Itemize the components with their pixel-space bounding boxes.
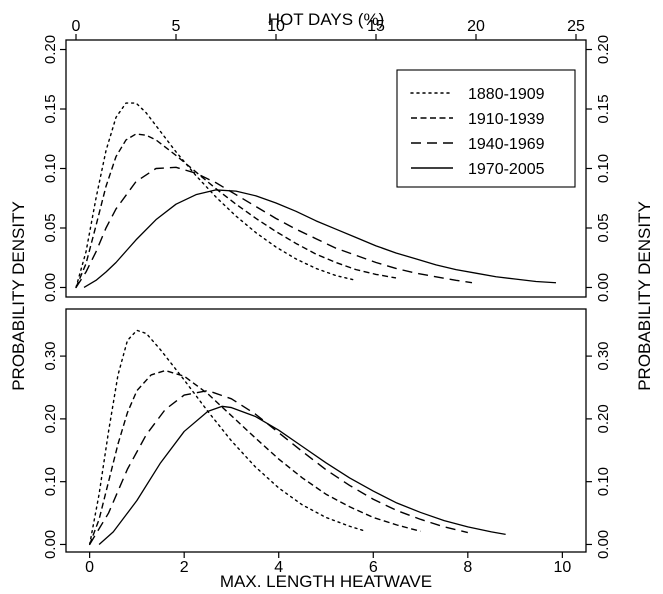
top-y-tick-label-left: 0.10 <box>42 154 59 183</box>
top-y-tick-label-right: 0.10 <box>595 154 612 183</box>
top-y-tick-label-left: 0.15 <box>42 94 59 123</box>
legend-label-1970-2005: 1970-2005 <box>468 161 545 178</box>
bottom-series-1910-1939-line <box>88 369 421 545</box>
bottom-series-1880-1909-line <box>88 329 365 546</box>
bottom-series-1940-1969-line <box>89 389 468 545</box>
bottom-axis-title: MAX. LENGTH HEATWAVE <box>220 572 432 591</box>
bottom-x-tick-label: 10 <box>553 559 571 576</box>
top-x-tick-label: 25 <box>567 18 585 35</box>
top-x-tick-label: 10 <box>267 18 285 35</box>
top-y-tick-label-left: 0.05 <box>42 213 59 242</box>
top-series-1940-1969-line <box>75 166 473 288</box>
legend-label-1940-1969: 1940-1969 <box>468 136 545 153</box>
top-y-tick-label-left: 0.20 <box>42 35 59 64</box>
top-y-tick-label-right: 0.00 <box>595 273 612 302</box>
bottom-y-tick-label-right: 0.00 <box>595 530 612 559</box>
top-axis-title: HOT DAYS (%) <box>268 10 385 29</box>
legend-label-1910-1939: 1910-1939 <box>468 111 545 128</box>
top-series-1910-1939-line <box>75 133 397 288</box>
bottom-y-tick-label-left: 0.00 <box>42 530 59 559</box>
top-y-tick-label-right: 0.05 <box>595 213 612 242</box>
top-x-tick-label: 20 <box>467 18 485 35</box>
bottom-series-1970-2005-line <box>98 405 506 545</box>
top-y-tick-label-right: 0.15 <box>595 94 612 123</box>
bottom-x-tick-label: 4 <box>274 559 283 576</box>
chart-marks: 0 5 10 15 20 250.00 0.000.05 0.050.10 0.100.15 0.… <box>42 18 612 576</box>
bottom-y-tick-label-left: 0.30 <box>42 341 59 370</box>
top-series-1970-2005-line <box>83 189 557 289</box>
top-x-tick-label: 0 <box>72 18 81 35</box>
bottom-x-tick-label: 6 <box>369 559 378 576</box>
bottom-x-tick-label: 0 <box>85 559 94 576</box>
left-y-axis-title: PROBABILITY DENSITY <box>9 201 28 391</box>
bottom-x-tick-label: 2 <box>180 559 189 576</box>
legend: 1880-1909 1910-1939 1940-1969 1970-2005 <box>396 69 576 188</box>
legend-label-1880-1909: 1880-1909 <box>468 86 545 103</box>
top-y-tick-label-left: 0.00 <box>42 273 59 302</box>
bottom-y-tick-label-right: 0.20 <box>595 404 612 433</box>
top-series-1880-1909-line <box>75 102 357 289</box>
bottom-x-tick-label: 8 <box>463 559 472 576</box>
top-x-tick-label: 15 <box>367 18 385 35</box>
top-y-tick-label-right: 0.20 <box>595 35 612 64</box>
bottom-y-tick-label-left: 0.10 <box>42 467 59 496</box>
right-y-axis-title: PROBABILITY DENSITY <box>635 201 654 391</box>
bottom-panel-frame <box>65 308 587 553</box>
bottom-y-tick-label-right: 0.10 <box>595 467 612 496</box>
bottom-y-tick-label-right: 0.30 <box>595 341 612 370</box>
bottom-y-tick-label-left: 0.20 <box>42 404 59 433</box>
top-x-tick-label: 5 <box>172 18 181 35</box>
